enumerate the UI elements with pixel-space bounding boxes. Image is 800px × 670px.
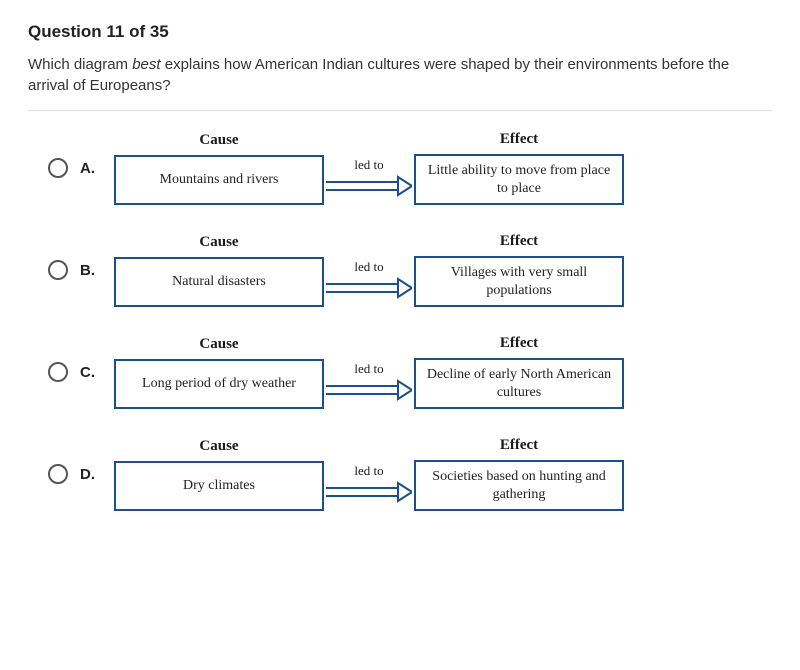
diagram-a: Cause Mountains and rivers led to Effect… — [114, 131, 624, 205]
effect-header: Effect — [500, 131, 538, 148]
effect-col-c: Effect Decline of early North American c… — [414, 335, 624, 409]
cause-col-c: Cause Long period of dry weather — [114, 336, 324, 409]
option-row-c: C. Cause Long period of dry weather led … — [48, 335, 772, 409]
arrow-label: led to — [354, 463, 383, 479]
radio-c[interactable] — [48, 362, 68, 382]
effect-col-a: Effect Little ability to move from place… — [414, 131, 624, 205]
option-label-a: A. — [80, 160, 102, 177]
arrow-label: led to — [354, 259, 383, 275]
diagram-d: Cause Dry climates led to Effect Societi… — [114, 437, 624, 511]
cause-box-d: Dry climates — [114, 461, 324, 511]
cause-header: Cause — [199, 336, 238, 353]
arrow-a: led to — [324, 157, 414, 197]
cause-box-b: Natural disasters — [114, 257, 324, 307]
cause-header: Cause — [199, 234, 238, 251]
question-number: Question 11 of 35 — [28, 22, 772, 42]
arrow-icon — [326, 175, 412, 197]
arrow-label: led to — [354, 361, 383, 377]
diagram-c: Cause Long period of dry weather led to … — [114, 335, 624, 409]
cause-box-c: Long period of dry weather — [114, 359, 324, 409]
option-label-d: D. — [80, 466, 102, 483]
question-text-pre: Which diagram — [28, 56, 132, 73]
arrow-b: led to — [324, 259, 414, 299]
option-row-a: A. Cause Mountains and rivers led to Eff… — [48, 131, 772, 205]
arrow-c: led to — [324, 361, 414, 401]
arrow-icon — [326, 481, 412, 503]
cause-header: Cause — [199, 438, 238, 455]
effect-header: Effect — [500, 335, 538, 352]
option-label-c: C. — [80, 364, 102, 381]
diagram-b: Cause Natural disasters led to Effect Vi… — [114, 233, 624, 307]
effect-header: Effect — [500, 437, 538, 454]
question-prompt: Which diagram best explains how American… — [28, 54, 772, 96]
cause-col-a: Cause Mountains and rivers — [114, 132, 324, 205]
effect-box-d: Societies based on hunting and gathering — [414, 460, 624, 511]
arrow-icon — [326, 277, 412, 299]
effect-header: Effect — [500, 233, 538, 250]
arrow-icon — [326, 379, 412, 401]
radio-b[interactable] — [48, 260, 68, 280]
effect-box-a: Little ability to move from place to pla… — [414, 154, 624, 205]
options-container: A. Cause Mountains and rivers led to Eff… — [28, 131, 772, 511]
radio-d[interactable] — [48, 464, 68, 484]
cause-col-b: Cause Natural disasters — [114, 234, 324, 307]
radio-a[interactable] — [48, 158, 68, 178]
cause-col-d: Cause Dry climates — [114, 438, 324, 511]
divider — [28, 110, 772, 111]
option-row-b: B. Cause Natural disasters led to Effect… — [48, 233, 772, 307]
effect-box-c: Decline of early North American cultures — [414, 358, 624, 409]
effect-box-b: Villages with very small populations — [414, 256, 624, 307]
effect-col-d: Effect Societies based on hunting and ga… — [414, 437, 624, 511]
arrow-label: led to — [354, 157, 383, 173]
cause-header: Cause — [199, 132, 238, 149]
option-row-d: D. Cause Dry climates led to Effect Soci… — [48, 437, 772, 511]
effect-col-b: Effect Villages with very small populati… — [414, 233, 624, 307]
option-label-b: B. — [80, 262, 102, 279]
arrow-d: led to — [324, 463, 414, 503]
cause-box-a: Mountains and rivers — [114, 155, 324, 205]
question-text-emphasis: best — [132, 56, 160, 73]
